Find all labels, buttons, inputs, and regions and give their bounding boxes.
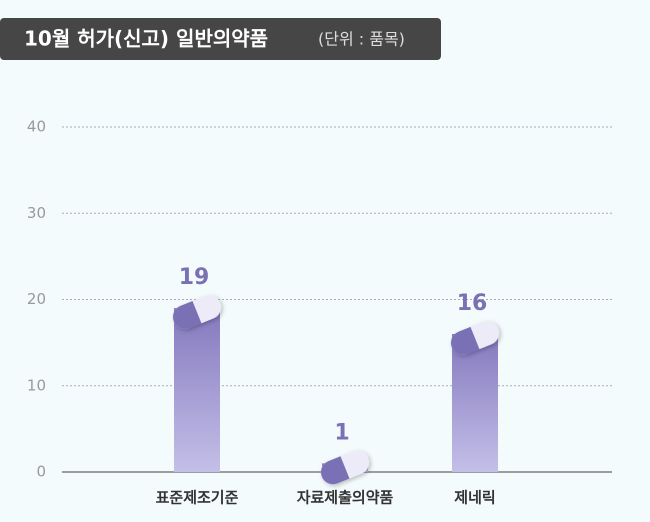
pill xyxy=(172,295,222,329)
pill-half xyxy=(320,456,350,485)
pill xyxy=(320,450,370,485)
y-tick-label: 20 xyxy=(27,290,46,308)
x-tick-label: 표준제조기준 xyxy=(156,489,239,507)
pill-half xyxy=(450,326,480,355)
value-label: 16 xyxy=(457,291,488,316)
pill-half xyxy=(172,300,202,329)
title-box xyxy=(0,18,441,60)
chart-unit: (단위 : 품목) xyxy=(318,30,405,49)
y-tick-label: 30 xyxy=(27,204,46,222)
x-tick-label: 자료제출의약품 xyxy=(297,489,394,507)
bar xyxy=(174,308,220,472)
pill xyxy=(450,321,500,355)
y-tick-label: 40 xyxy=(27,118,46,136)
value-label: 1 xyxy=(334,420,349,445)
bar xyxy=(452,334,498,472)
y-tick-label: 10 xyxy=(27,376,46,394)
value-label: 19 xyxy=(179,265,210,290)
x-tick-label: 제네릭 xyxy=(454,489,495,507)
y-tick-label: 0 xyxy=(36,463,46,481)
chart-title: 10월 허가(신고) 일반의약품 xyxy=(24,27,268,51)
